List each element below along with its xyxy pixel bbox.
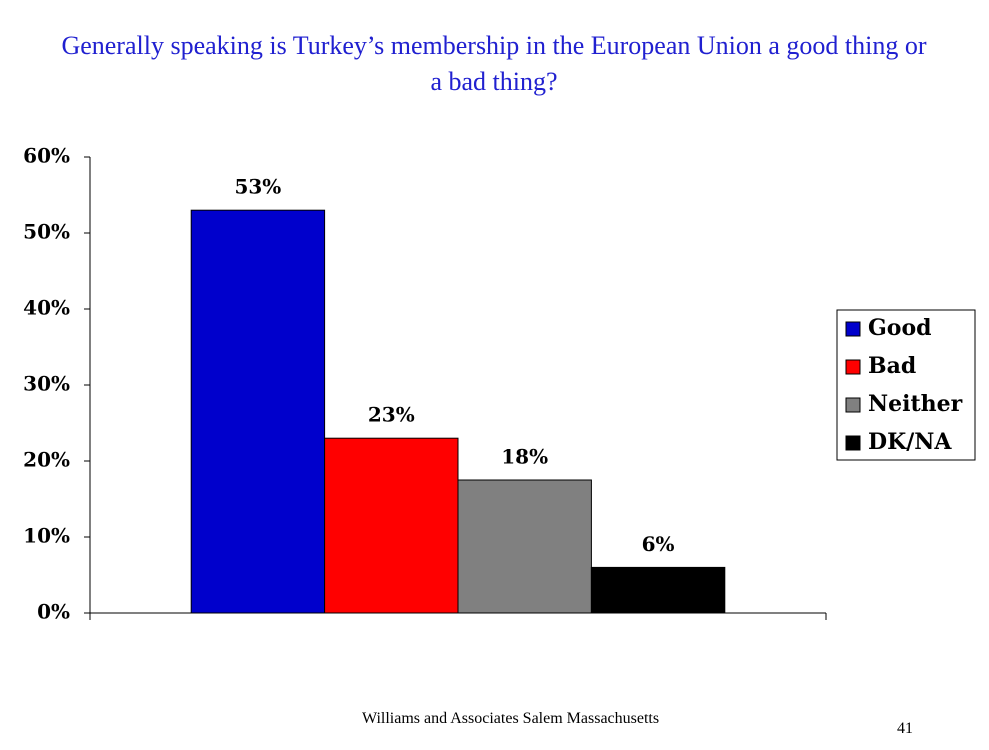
- legend-swatch: [845, 397, 861, 413]
- y-tick-label: 50%: [23, 220, 70, 244]
- y-tick-label: 0%: [37, 600, 70, 624]
- legend-label: Good: [868, 315, 932, 341]
- value-label: 23%: [368, 403, 415, 427]
- legend-label: Bad: [868, 353, 916, 379]
- value-label: 53%: [234, 175, 281, 199]
- legend-label: Neither: [868, 391, 963, 417]
- value-label: 6%: [642, 532, 675, 556]
- legend-swatch: [845, 321, 861, 337]
- y-tick-label: 40%: [23, 296, 70, 320]
- page-number: 41: [897, 720, 913, 737]
- y-tick-label: 10%: [23, 524, 70, 548]
- legend-label: DK/NA: [868, 429, 952, 455]
- bar: [590, 566, 726, 614]
- y-tick-label: 60%: [23, 144, 70, 168]
- y-tick-label: 20%: [23, 448, 70, 472]
- y-tick-label: 30%: [23, 372, 70, 396]
- footer-source: Williams and Associates Salem Massachuse…: [362, 710, 660, 727]
- bar: [457, 479, 592, 614]
- legend-swatch: [845, 435, 861, 451]
- value-label: 18%: [501, 445, 548, 469]
- chart-title: Generally speaking is Turkey’s membershi…: [61, 31, 927, 96]
- bar: [324, 437, 459, 614]
- legend-swatch: [845, 359, 861, 375]
- bar: [190, 209, 326, 614]
